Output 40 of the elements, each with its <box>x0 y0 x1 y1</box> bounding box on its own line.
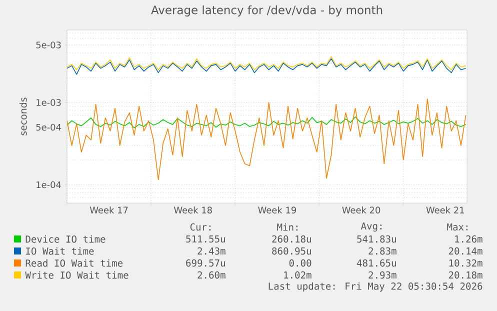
text: 541.83u <box>357 235 396 243</box>
y-tick-label: 5e-04 <box>36 124 61 131</box>
text: 699.57u <box>186 259 225 267</box>
text: 20.14m <box>448 247 482 255</box>
text: 260.18u <box>272 235 311 243</box>
y-tick-label: 1e-04 <box>36 181 61 188</box>
line-series <box>67 56 466 70</box>
x-tick-label: Week 19 <box>258 206 296 214</box>
text: 10.32m <box>449 259 482 267</box>
text: Avg: <box>360 222 382 232</box>
y-tick-label: 5e-03 <box>36 42 61 48</box>
x-tick-label: Week 21 <box>426 206 464 214</box>
line-series <box>67 116 466 128</box>
text: 0.00 <box>289 259 312 267</box>
legend-label: Device IO time <box>26 235 106 243</box>
x-tick-label: Week 17 <box>90 206 128 214</box>
text: 1.02m <box>284 271 312 279</box>
legend-label: IO Wait time <box>26 247 94 255</box>
chart-title: Average latency for /dev/vda - by month <box>151 5 382 16</box>
y-tick-label: 1e-03 <box>36 99 61 106</box>
x-tick-label: Week 20 <box>342 206 380 214</box>
legend-label: Write IO Wait time <box>25 271 128 279</box>
legend-label: Read IO Wait time <box>26 259 123 267</box>
y-axis-title: seconds <box>19 98 27 136</box>
text: 860.95u <box>272 247 311 255</box>
text: 481.65u <box>356 259 396 267</box>
text: 2.43m <box>198 247 226 255</box>
text: 511.55u <box>186 235 225 243</box>
text: 1.26m <box>455 235 482 243</box>
line-series <box>67 58 466 75</box>
text: 2.93m <box>368 271 396 279</box>
line-series <box>67 98 466 180</box>
text: 2.60m <box>198 271 226 279</box>
text: 2.83m <box>368 247 396 255</box>
text: Min: <box>277 223 298 231</box>
x-tick-label: Week 18 <box>174 206 212 214</box>
text: Last update: Fri May 22 05:30:54 2026 <box>268 282 482 292</box>
text: Cur: <box>190 223 210 231</box>
text: 20.18m <box>448 271 482 279</box>
text: Max: <box>447 223 468 231</box>
